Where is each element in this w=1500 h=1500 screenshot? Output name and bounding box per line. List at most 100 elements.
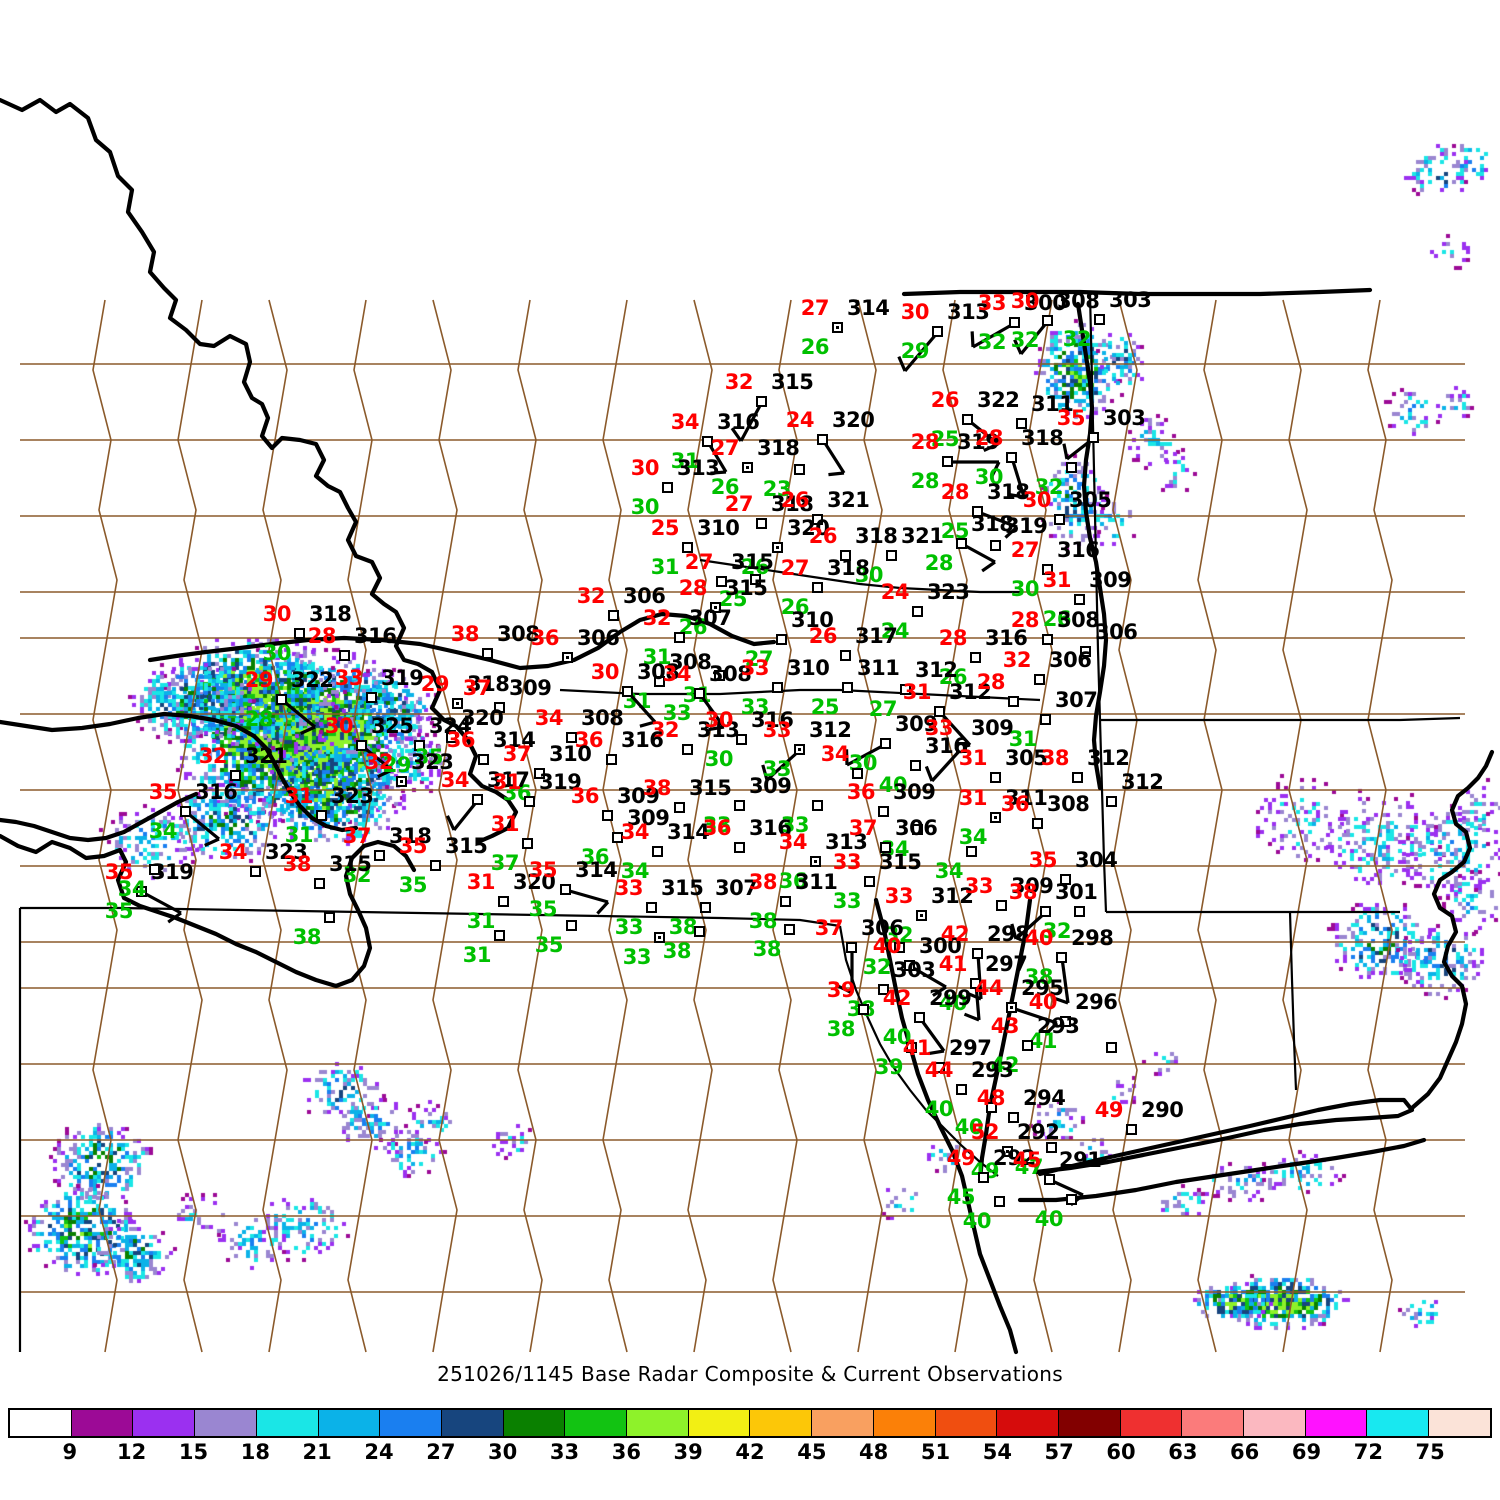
pressure-value: 310 bbox=[787, 656, 830, 680]
station-symbol bbox=[1054, 514, 1065, 525]
dewpoint-value: 41 bbox=[1028, 1029, 1058, 1053]
pressure-value: 318 bbox=[987, 480, 1030, 504]
station-symbol bbox=[972, 948, 983, 959]
dewpoint-value: 38 bbox=[826, 1017, 856, 1041]
wind-barb bbox=[698, 693, 726, 732]
dewpoint-value: 30 bbox=[630, 495, 660, 519]
wind-barb bbox=[918, 1017, 946, 1056]
station-symbol bbox=[524, 796, 535, 807]
station-symbol bbox=[494, 702, 505, 713]
coastline bbox=[0, 97, 1495, 1355]
colorbar-swatches[interactable] bbox=[8, 1408, 1492, 1438]
county-line-v-9 bbox=[772, 299, 798, 1353]
wind-barb bbox=[626, 690, 657, 728]
pressure-value: 305 bbox=[1069, 488, 1112, 512]
temperature-value: 32 bbox=[650, 718, 680, 742]
station-symbol bbox=[560, 884, 571, 895]
dewpoint-value: 26 bbox=[740, 555, 770, 579]
colorbar-tick-27: 27 bbox=[426, 1440, 456, 1464]
dewpoint-value: 33 bbox=[832, 889, 862, 913]
pressure-value: 310 bbox=[791, 608, 834, 632]
station-symbol bbox=[608, 610, 619, 621]
pressure-value: 308 bbox=[1047, 792, 1090, 816]
ontario-coast bbox=[0, 97, 519, 845]
wind-barb bbox=[924, 746, 964, 783]
pressure-value: 317 bbox=[855, 624, 898, 648]
station-symbol bbox=[932, 326, 943, 337]
colorbar-swatch-9 bbox=[565, 1410, 628, 1436]
dewpoint-value: 33 bbox=[780, 813, 810, 837]
dewpoint-value: 38 bbox=[662, 939, 692, 963]
temperature-value: 42 bbox=[940, 922, 970, 946]
station-symbol bbox=[780, 896, 791, 907]
colorbar-tick-54: 54 bbox=[982, 1440, 1012, 1464]
pressure-value: 323 bbox=[331, 784, 374, 808]
pressure-value: 323 bbox=[411, 750, 454, 774]
pressure-value: 297 bbox=[985, 952, 1028, 976]
dewpoint-value: 30 bbox=[262, 641, 292, 665]
temperature-value: 28 bbox=[974, 426, 1004, 450]
dewpoint-value: 38 bbox=[1024, 965, 1054, 989]
dewpoint-value: 34 bbox=[934, 859, 964, 883]
pressure-value: 315 bbox=[661, 876, 704, 900]
pressure-value: 313 bbox=[697, 718, 740, 742]
temperature-value: 35 bbox=[398, 834, 428, 858]
dewpoint-value: 38 bbox=[752, 937, 782, 961]
ny-ma-border bbox=[1098, 719, 1108, 913]
dewpoint-value: 31 bbox=[670, 449, 700, 473]
colorbar-swatch-8 bbox=[503, 1410, 566, 1436]
pressure-value: 316 bbox=[985, 626, 1028, 650]
dewpoint-value: 26 bbox=[938, 665, 968, 689]
lake-champlain bbox=[1075, 301, 1109, 791]
dewpoint-value: 39 bbox=[874, 1055, 904, 1079]
pressure-value: 316 bbox=[621, 728, 664, 752]
pressure-value: 316 bbox=[1057, 538, 1100, 562]
pressure-value: 320 bbox=[832, 408, 875, 432]
station-symbol bbox=[1042, 564, 1053, 575]
temperature-value: 32 bbox=[1002, 648, 1032, 672]
temperature-value: 40 bbox=[1024, 926, 1054, 950]
pressure-value: 306 bbox=[577, 626, 620, 650]
map-canvas[interactable]: 27 26 314 30 29 313 33 32 300 30 32 308 32 303 32 315 34… bbox=[0, 0, 1500, 1360]
station-symbol bbox=[714, 670, 725, 681]
pressure-value: 316 bbox=[925, 734, 968, 758]
temperature-value: 38 bbox=[282, 852, 312, 876]
station-symbol bbox=[858, 1004, 869, 1015]
station-symbol bbox=[414, 740, 425, 751]
dewpoint-value: 32 bbox=[342, 863, 372, 887]
county-borders bbox=[20, 299, 1465, 1353]
pressure-value: 314 bbox=[575, 858, 618, 882]
pressure-value: 292 bbox=[1017, 1120, 1060, 1144]
pressure-value: 299 bbox=[929, 986, 972, 1010]
temperature-value: 30 bbox=[324, 714, 354, 738]
colorbar-tick-45: 45 bbox=[797, 1440, 827, 1464]
temperature-value: 37 bbox=[848, 816, 878, 840]
dewpoint-value: 28 bbox=[910, 469, 940, 493]
station-symbol bbox=[1022, 1040, 1033, 1051]
dewpoint-value: 30 bbox=[974, 465, 1004, 489]
temperature-value: 31 bbox=[958, 786, 988, 810]
temperature-value: 38 bbox=[1040, 746, 1070, 770]
temperature-value: 35 bbox=[104, 860, 134, 884]
pressure-value: 306 bbox=[1049, 648, 1092, 672]
wind-barb bbox=[837, 948, 854, 995]
station-symbol bbox=[864, 876, 875, 887]
station-symbol bbox=[522, 838, 533, 849]
colorbar-tick-66: 66 bbox=[1230, 1440, 1260, 1464]
temperature-value: 35 bbox=[148, 780, 178, 804]
temperature-value: 35 bbox=[1056, 406, 1086, 430]
temperature-value: 30 bbox=[630, 456, 660, 480]
pressure-value: 318 bbox=[309, 602, 352, 626]
temperature-value: 33 bbox=[334, 666, 364, 690]
temperature-value: 26 bbox=[808, 624, 838, 648]
pressure-value: 308 bbox=[497, 622, 540, 646]
dewpoint-value: 33 bbox=[614, 915, 644, 939]
temperature-value: 26 bbox=[930, 388, 960, 412]
wind-barb bbox=[948, 460, 1001, 477]
ny-vt-border bbox=[1088, 293, 1102, 721]
temperature-value: 30 bbox=[900, 300, 930, 324]
station-symbol bbox=[978, 1172, 989, 1183]
pressure-value: 318 bbox=[971, 512, 1014, 536]
colorbar-swatch-2 bbox=[133, 1410, 196, 1436]
temperature-value: 26 bbox=[780, 488, 810, 512]
